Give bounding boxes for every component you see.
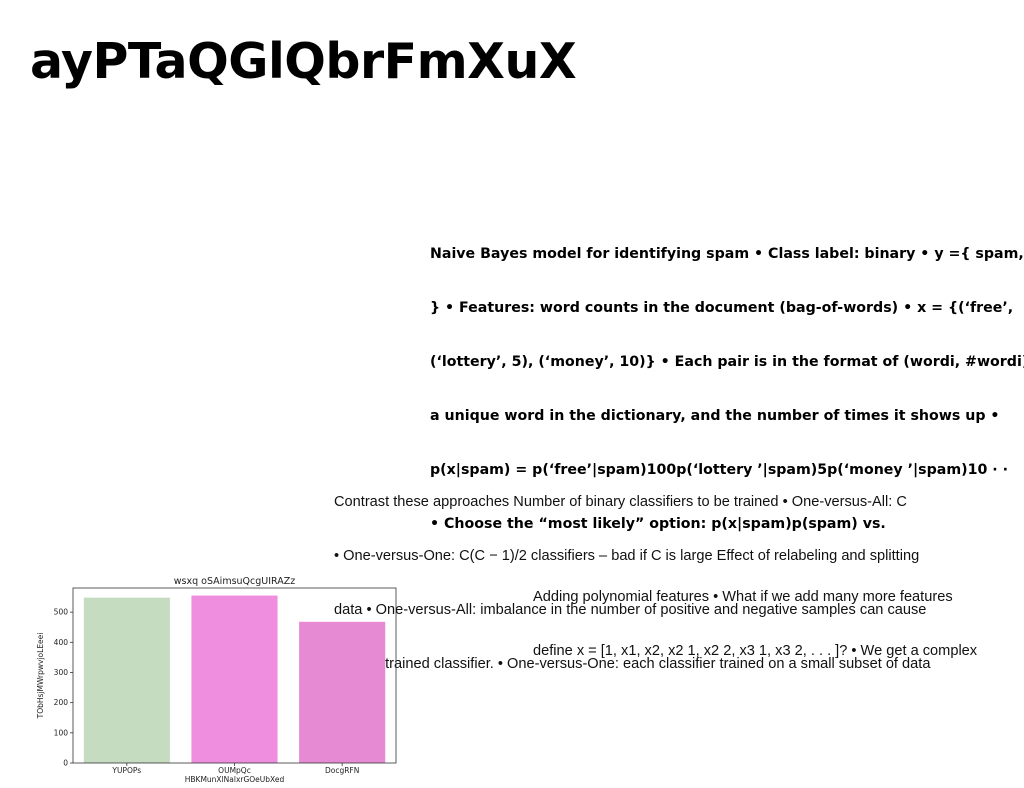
text-line: (‘lottery’, 5), (‘money’, 10)} • Each pa…	[430, 354, 1024, 370]
text-line: Naive Bayes model for identifying spam •…	[430, 246, 1024, 262]
y-tick-label: 300	[54, 668, 69, 677]
text-line: • One-versus-One: C(C − 1)/2 classifiers…	[334, 548, 920, 564]
x-axis-label: HBKMunXlNalxrGOeUbXed	[185, 775, 285, 784]
text-line: data • One-versus-All: imbalance in the …	[334, 602, 927, 618]
naive-bayes-text-block: Naive Bayes model for identifying spam •…	[430, 209, 1024, 569]
text-line: Contrast these approaches Number of bina…	[334, 494, 907, 510]
contrast-text-block: Contrast these approaches Number of bina…	[334, 457, 1014, 709]
text-line: define x = [1, x1, x2, x2 1, x2 2, x3 1,…	[533, 643, 978, 659]
bar-oumpqc	[191, 595, 278, 763]
y-tick-label: 400	[54, 638, 69, 647]
page-title: ayPTaQGlQbrFmXuX	[30, 33, 577, 90]
y-axis-label: TObHsjMWrpwvjoLEeei	[36, 633, 45, 720]
y-tick-label: 500	[54, 608, 69, 617]
text-line: • Choose the “most likely” option: p(x|s…	[430, 516, 886, 532]
text-line: in each trained classifier. • One-versus…	[334, 656, 931, 672]
text-line: a unique word in the dictionary, and the…	[430, 408, 1000, 424]
bar-chart: wsxq oSAimsuQcgUIRAZz YUPOPs OUMpQc DocgRFN…	[30, 572, 410, 788]
polynomial-text-block: Adding polynomial features • What if we …	[533, 552, 1024, 696]
text-line: Adding polynomial features • What if we …	[533, 589, 953, 605]
bar-yupops	[83, 597, 170, 763]
y-tick-label: 0	[63, 759, 68, 768]
text-line: p(x|spam) = p(‘free’|spam)100p(‘lottery …	[430, 462, 1009, 478]
x-tick-label: OUMpQc	[218, 766, 251, 775]
x-tick-label: YUPOPs	[111, 766, 141, 775]
chart-title: wsxq oSAimsuQcgUIRAZz	[174, 576, 295, 587]
bar-chart-svg: wsxq oSAimsuQcgUIRAZz YUPOPs OUMpQc DocgRFN…	[36, 576, 397, 784]
y-tick-label: 100	[54, 728, 69, 737]
x-tick-label: DocgRFN	[325, 766, 359, 775]
plot-frame	[72, 587, 397, 764]
text-line: } • Features: word counts in the documen…	[430, 300, 1014, 316]
bar-docgrfn	[299, 621, 386, 763]
y-tick-label: 200	[54, 698, 69, 707]
